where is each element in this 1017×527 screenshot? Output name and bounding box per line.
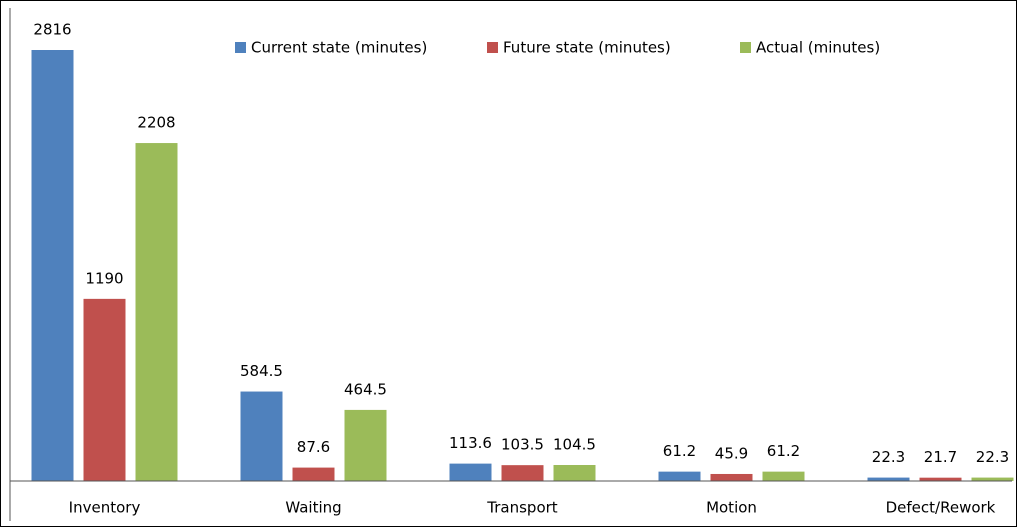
bar [919, 477, 962, 481]
data-label: 22.3 [976, 448, 1009, 466]
bar [658, 471, 701, 481]
x-tick-label: Inventory [69, 499, 141, 517]
data-label: 87.6 [297, 438, 330, 456]
data-label: 21.7 [924, 448, 957, 466]
data-label: 104.5 [553, 436, 596, 454]
data-label: 103.5 [501, 436, 544, 454]
bar [710, 473, 753, 481]
data-label: 1190 [85, 269, 123, 287]
bar [83, 298, 126, 481]
data-label: 61.2 [663, 442, 696, 460]
legend-swatch [740, 42, 751, 53]
bar [31, 50, 74, 481]
data-label: 584.5 [240, 362, 283, 380]
bar [240, 391, 283, 481]
legend-swatch [235, 42, 246, 53]
data-label: 2208 [137, 114, 175, 132]
data-label: 22.3 [872, 448, 905, 466]
x-tick-label: Waiting [285, 499, 341, 517]
bar [501, 465, 544, 481]
data-label: 113.6 [449, 434, 492, 452]
legend-swatch [487, 42, 498, 53]
legend-label: Current state (minutes) [251, 39, 427, 57]
data-label: 464.5 [344, 380, 387, 398]
data-label: 2816 [33, 21, 71, 39]
legend-label: Actual (minutes) [756, 39, 880, 57]
x-tick-label: Transport [486, 499, 558, 517]
bar [135, 143, 178, 481]
bar [344, 409, 387, 481]
data-label: 45.9 [715, 444, 748, 462]
bar [971, 477, 1014, 481]
bar [449, 463, 492, 481]
bar [553, 465, 596, 481]
bar [867, 477, 910, 481]
legend-label: Future state (minutes) [503, 39, 671, 57]
bar [292, 467, 335, 481]
x-tick-label: Defect/Rework [886, 499, 996, 517]
data-label: 61.2 [767, 442, 800, 460]
x-tick-label: Motion [706, 499, 757, 517]
bar [762, 471, 805, 481]
